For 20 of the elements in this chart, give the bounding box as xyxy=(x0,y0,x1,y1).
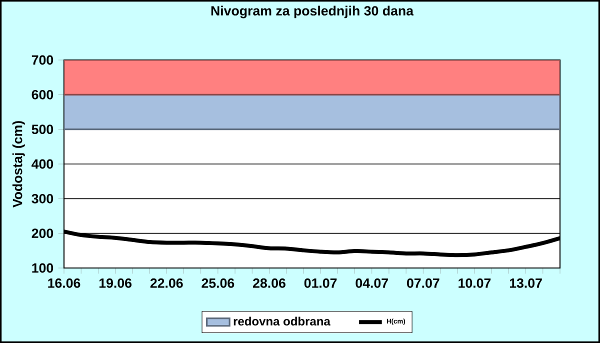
x-tick-label: 16.06 xyxy=(48,278,80,288)
x-tick-label: 13.07 xyxy=(510,278,542,288)
legend-label: redovna odbrana xyxy=(234,316,330,326)
y-tick-label: 500 xyxy=(32,124,54,134)
x-tick-label: 01.07 xyxy=(304,278,337,288)
y-tick-label: 300 xyxy=(32,194,54,204)
x-tick-label: 25.06 xyxy=(202,278,234,288)
chart-title: Nivogram za poslednjih 30 dana xyxy=(211,6,414,18)
y-axis-title: Vodostaj (cm) xyxy=(12,121,25,208)
x-tick-label: 19.06 xyxy=(99,278,132,288)
y-tick-label: 600 xyxy=(32,90,54,100)
y-tick-label: 200 xyxy=(32,228,54,238)
x-tick-label: 10.07 xyxy=(458,278,491,288)
x-tick-label: 07.07 xyxy=(407,278,440,288)
x-tick-label: 04.07 xyxy=(356,278,388,288)
x-tick-label: 28.06 xyxy=(253,278,286,288)
y-tick-label: 400 xyxy=(32,159,54,169)
y-tick-label: 700 xyxy=(32,55,54,65)
y-tick-label: 100 xyxy=(32,263,54,273)
x-tick-label: 22.06 xyxy=(150,278,183,288)
